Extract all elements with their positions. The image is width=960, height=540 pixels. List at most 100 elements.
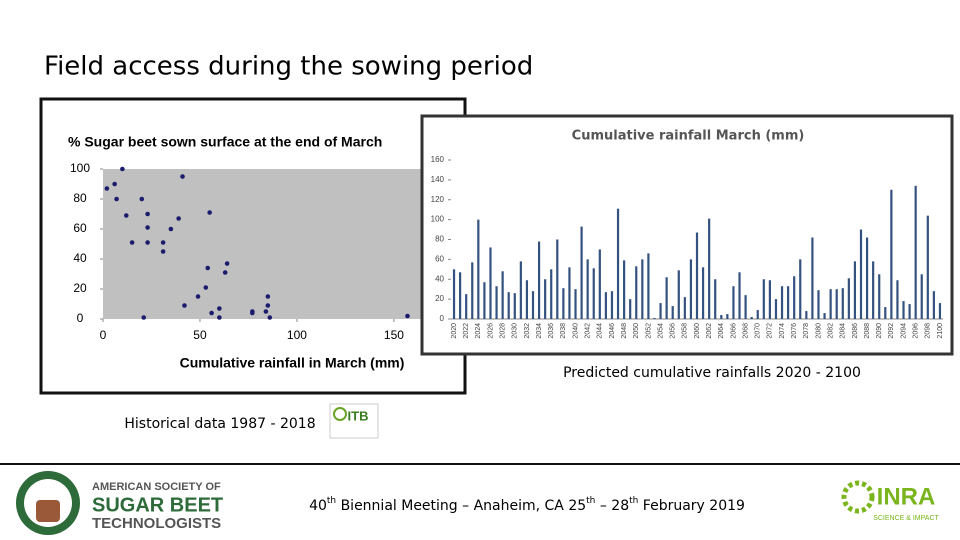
bar: [501, 271, 504, 319]
x-tick-label: 2034: [536, 323, 543, 339]
bar: [525, 280, 529, 319]
point: [141, 315, 147, 320]
point: [222, 270, 228, 275]
assbt-logo: AMERICAN SOCIETY OF SUGAR BEET TECHNOLOG…: [16, 471, 223, 535]
point: [114, 196, 119, 202]
bar: [865, 237, 869, 319]
bar: [890, 189, 893, 319]
bar: [459, 272, 462, 319]
x-tick-label: 2048: [621, 323, 628, 339]
y-tick-label: 40: [435, 274, 444, 283]
x-tick-label: 2070: [755, 323, 762, 339]
y-tick-label: 80: [73, 191, 87, 205]
bar: [544, 279, 547, 319]
bar: [896, 280, 899, 319]
footer-part: – 28: [595, 498, 629, 514]
x-tick-label: 2066: [730, 323, 737, 339]
point: [265, 294, 271, 299]
point: [217, 306, 222, 311]
bar-chart: Cumulative rainfall March (mm) 020406080…: [431, 129, 944, 339]
point: [112, 181, 117, 187]
x-tick-label: 2100: [937, 323, 944, 339]
x-tick-label: 2092: [888, 323, 895, 339]
bar: [738, 272, 741, 319]
x-tick-label: 2086: [852, 323, 859, 339]
y-tick-label: 60: [73, 221, 87, 235]
bar: [811, 237, 814, 319]
x-tick-label: 2074: [779, 323, 786, 339]
bar: [750, 317, 753, 319]
chart-title: Cumulative rainfall March (mm): [572, 129, 805, 144]
x-tick-label: 2098: [925, 323, 932, 339]
bar: [550, 269, 553, 319]
x-tick-label: 2060: [694, 323, 701, 339]
bar: [495, 286, 498, 319]
x-tick-label: 2090: [876, 323, 883, 339]
point: [145, 211, 150, 217]
x-tick-label: 2062: [706, 323, 713, 339]
bar: [635, 266, 638, 319]
scatter-chart: % Sugar beet sown surface at the end of …: [68, 134, 423, 371]
bar: [762, 279, 765, 319]
point: [207, 210, 212, 215]
point: [209, 310, 214, 316]
x-tick-label: 2076: [791, 323, 798, 339]
bar: [507, 292, 510, 319]
logo-icon: [333, 407, 347, 421]
y-tick-label: 40: [73, 251, 87, 265]
footer-part: th: [629, 496, 638, 506]
point: [224, 261, 230, 266]
y-tick-label: 140: [431, 175, 445, 184]
bar: [914, 185, 917, 319]
point: [203, 285, 209, 290]
bar: [695, 232, 699, 319]
point: [160, 249, 166, 254]
bar: [531, 291, 535, 319]
point: [250, 310, 255, 316]
footer-text: 40th Biennial Meeting – Anaheim, CA 25th…: [309, 496, 745, 515]
bar: [768, 280, 771, 319]
bar: [519, 261, 522, 319]
x-tick-label: 2030: [512, 323, 519, 339]
logo-icon: [36, 500, 60, 522]
bar: [629, 299, 632, 319]
y-tick-label: 0: [440, 314, 445, 323]
bar: [653, 318, 656, 319]
y-tick-label: 160: [431, 155, 445, 164]
bar: [938, 303, 942, 319]
bar: [823, 313, 826, 319]
bar: [714, 279, 717, 319]
footer-part: Biennial Meeting – Anaheim, CA 25: [336, 498, 586, 514]
bar: [926, 215, 929, 319]
point: [129, 240, 135, 245]
point: [145, 225, 150, 230]
point: [267, 315, 273, 320]
point: [265, 303, 271, 308]
y-tick-label: 80: [435, 235, 444, 244]
footer-part: th: [586, 496, 595, 506]
bar: [732, 286, 735, 319]
bar: [623, 260, 626, 319]
bar: [701, 267, 705, 319]
bar: [902, 301, 905, 319]
bar: [616, 208, 620, 319]
x-tick-label: 2042: [585, 323, 592, 339]
logo-text: TECHNOLOGISTS: [92, 515, 221, 532]
x-tick-label: 2088: [864, 323, 871, 339]
x-tick-label: 2058: [682, 323, 689, 339]
x-axis-label: Cumulative rainfall in March (mm): [180, 355, 405, 371]
logo-text: SUGAR BEET: [92, 494, 223, 516]
x-tick-label: 2026: [487, 323, 494, 339]
y-tick-label: 60: [435, 254, 444, 263]
bar: [689, 259, 693, 319]
x-tick-label: 2080: [815, 323, 822, 339]
point: [139, 196, 145, 202]
bar: [647, 253, 650, 319]
footer-part: th: [327, 496, 336, 506]
bar: [452, 269, 456, 319]
point: [180, 174, 185, 179]
x-tick-label: 2022: [463, 323, 470, 339]
bar: [568, 267, 571, 319]
